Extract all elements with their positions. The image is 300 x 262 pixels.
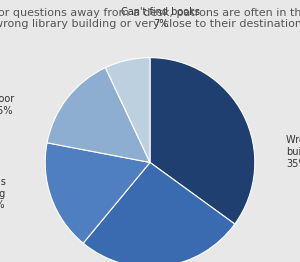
Text: For questions away from a desk, patrons are often in the
wrong library building : For questions away from a desk, patrons …: [0, 8, 300, 29]
Wedge shape: [45, 143, 150, 243]
Wedge shape: [105, 58, 150, 162]
Text: Wrong library
building
35%: Wrong library building 35%: [286, 135, 300, 168]
Text: Can't find books
7%: Can't find books 7%: [121, 7, 200, 29]
Text: Wrong campus
building
17%: Wrong campus building 17%: [0, 177, 5, 210]
Wedge shape: [83, 162, 235, 262]
Wedge shape: [150, 58, 255, 224]
Wedge shape: [47, 68, 150, 162]
Text: Wrong floor
15%: Wrong floor 15%: [0, 94, 14, 116]
